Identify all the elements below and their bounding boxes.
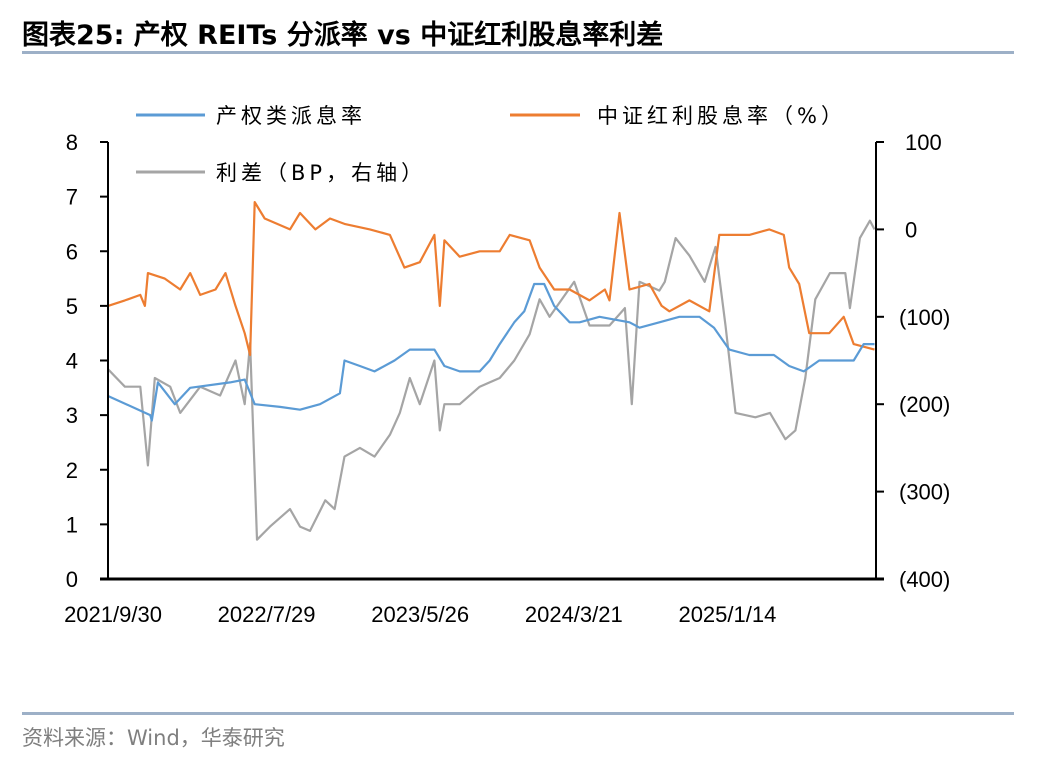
right-tick-label: (200) bbox=[899, 392, 950, 417]
figure-title: 图表25: 产权 REITs 分派率 vs 中证红利股息率利差 bbox=[22, 19, 663, 51]
footer-rule bbox=[22, 712, 1014, 715]
legend: 产权类派息率 中证红利股息率（%） 利差（BP，右轴） bbox=[136, 104, 846, 185]
legend-label: 利差（BP，右轴） bbox=[216, 161, 426, 185]
source-note: 资料来源：Wind，华泰研究 bbox=[22, 726, 285, 750]
left-tick-label: 6 bbox=[66, 239, 78, 264]
right-tick-label: (300) bbox=[899, 480, 950, 505]
left-tick-label: 8 bbox=[66, 130, 78, 155]
x-tick-label: 2022/7/29 bbox=[218, 602, 316, 627]
left-tick-label: 7 bbox=[66, 185, 78, 210]
x-tick-label: 2025/1/14 bbox=[678, 602, 776, 627]
right-tick-label: 100 bbox=[905, 130, 942, 155]
x-tick-label: 2021/9/30 bbox=[64, 602, 162, 627]
left-tick-label: 2 bbox=[66, 458, 78, 483]
x-tick-label: 2024/3/21 bbox=[525, 602, 623, 627]
legend-label: 产权类派息率 bbox=[216, 104, 366, 128]
right-tick-label: (100) bbox=[899, 305, 950, 330]
right-tick-label: (400) bbox=[899, 567, 950, 592]
left-tick-label: 1 bbox=[66, 512, 78, 537]
legend-label: 中证红利股息率（%） bbox=[597, 104, 846, 128]
title-rule bbox=[22, 51, 1014, 54]
x-tick-label: 2023/5/26 bbox=[371, 602, 469, 627]
left-tick-label: 5 bbox=[66, 294, 78, 319]
left-tick-label: 0 bbox=[66, 567, 78, 592]
left-tick-label: 4 bbox=[66, 349, 78, 374]
series-line-0 bbox=[107, 282, 875, 422]
right-tick-label: 0 bbox=[905, 217, 917, 242]
left-tick-label: 3 bbox=[66, 403, 78, 428]
series-line-2 bbox=[107, 219, 876, 541]
series-line-1 bbox=[107, 201, 875, 357]
